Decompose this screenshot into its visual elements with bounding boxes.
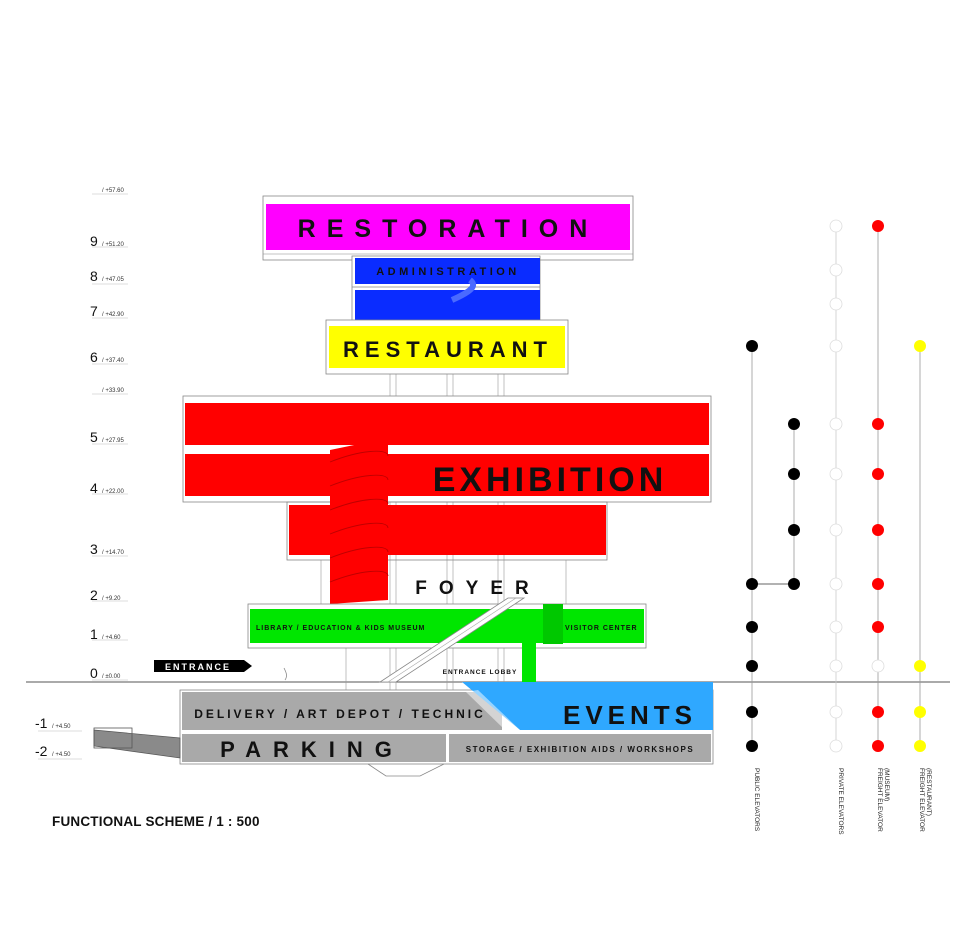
storage-label: STORAGE / EXHIBITION AIDS / WORKSHOPS (466, 745, 694, 754)
visitor-center-label: VISITOR CENTER (565, 625, 638, 632)
library-block: LIBRARY / EDUCATION & KIDS MUSEUM VISITO… (247, 603, 647, 684)
public-elevator-stops (746, 340, 800, 752)
exhibition-block: EXHIBITION (182, 395, 712, 604)
delivery-label: DELIVERY / ART DEPOT / TECHNIC (194, 707, 486, 721)
entrance-label: ENTRANCE (165, 662, 231, 672)
level-elevation: / +9.20 (102, 596, 121, 602)
escalator (378, 597, 526, 683)
basement-block: DELIVERY / ART DEPOT / TECHNIC EVENTS PA… (93, 682, 714, 777)
level-elevation: / +4.50 (52, 752, 71, 758)
level-elevation: / +51.20 (102, 242, 125, 248)
level-elevation: / +27.95 (102, 438, 125, 444)
entrance-lobby-label: ENTRANCE LOBBY (443, 669, 518, 676)
level-number: -2 (35, 743, 48, 759)
freight-restaurant-sub: (RESTAURANT) (925, 768, 932, 816)
foyer-block: FOYER (415, 578, 540, 599)
level-number: -1 (35, 715, 48, 731)
administration-block: ADMINISTRATION (351, 255, 541, 323)
level-number: 3 (90, 541, 98, 557)
level-number: 9 (90, 233, 98, 249)
parking-label: PARKING (220, 737, 404, 762)
restaurant-label: RESTAURANT (343, 337, 553, 362)
level-elevation: / +42.90 (102, 312, 125, 318)
foyer-label: FOYER (415, 578, 540, 599)
restoration-block: RESTORATION (262, 195, 634, 261)
events-label: EVENTS (563, 700, 697, 730)
level-number: 7 (90, 303, 98, 319)
freight-restaurant-label: FREIGHT ELEVATOR (918, 768, 925, 832)
freight-museum-stops (872, 220, 884, 752)
level-elevation: / +37.40 (102, 358, 125, 364)
public-elevators-label: PUBLIC ELEVATORS (753, 768, 760, 832)
level-elevation: / +4.60 (102, 635, 121, 641)
level-number: 6 (90, 349, 98, 365)
level-elevation: / +14.70 (102, 550, 125, 556)
freight-restaurant-stops (914, 340, 926, 752)
freight-museum-passing (871, 659, 885, 673)
level-elevation: / +47.05 (102, 277, 125, 283)
level-elevation: / +22.00 (102, 489, 125, 495)
level-elevation: / +57.60 (102, 188, 125, 194)
restaurant-block: RESTAURANT (325, 319, 569, 375)
private-elevator-stops (829, 219, 843, 753)
level-elevation: / +33.90 (102, 388, 125, 394)
level-labels: / +57.60 9 / +51.20 8 / +47.05 7 / +42.9… (35, 188, 128, 760)
level-number: 2 (90, 587, 98, 603)
administration-label: ADMINISTRATION (376, 266, 520, 278)
freight-museum-label: FREIGHT ELEVATOR (876, 768, 883, 832)
level-number: 0 (90, 665, 98, 681)
exhibition-label: EXHIBITION (433, 461, 668, 499)
level-number: 1 (90, 626, 98, 642)
private-elevators-label: PRIVATE ELEVATORS (837, 768, 844, 835)
level-elevation: / ±0.00 (102, 674, 121, 680)
freight-museum-sub: (MUSEUM) (883, 768, 890, 801)
level-number: 4 (90, 480, 98, 496)
scheme-title: FUNCTIONAL SCHEME / 1 : 500 (52, 814, 260, 829)
level-elevation: / +4.50 (52, 724, 71, 730)
restoration-label: RESTORATION (298, 215, 599, 243)
elevator-diagram: PUBLIC ELEVATORS PRIVATE ELEVATORS FREIG… (746, 219, 932, 835)
level-number: 8 (90, 268, 98, 284)
library-label: LIBRARY / EDUCATION & KIDS MUSEUM (256, 625, 425, 632)
level-number: 5 (90, 429, 98, 445)
entrance-marker: ENTRANCE ENTRANCE LOBBY (154, 660, 518, 681)
